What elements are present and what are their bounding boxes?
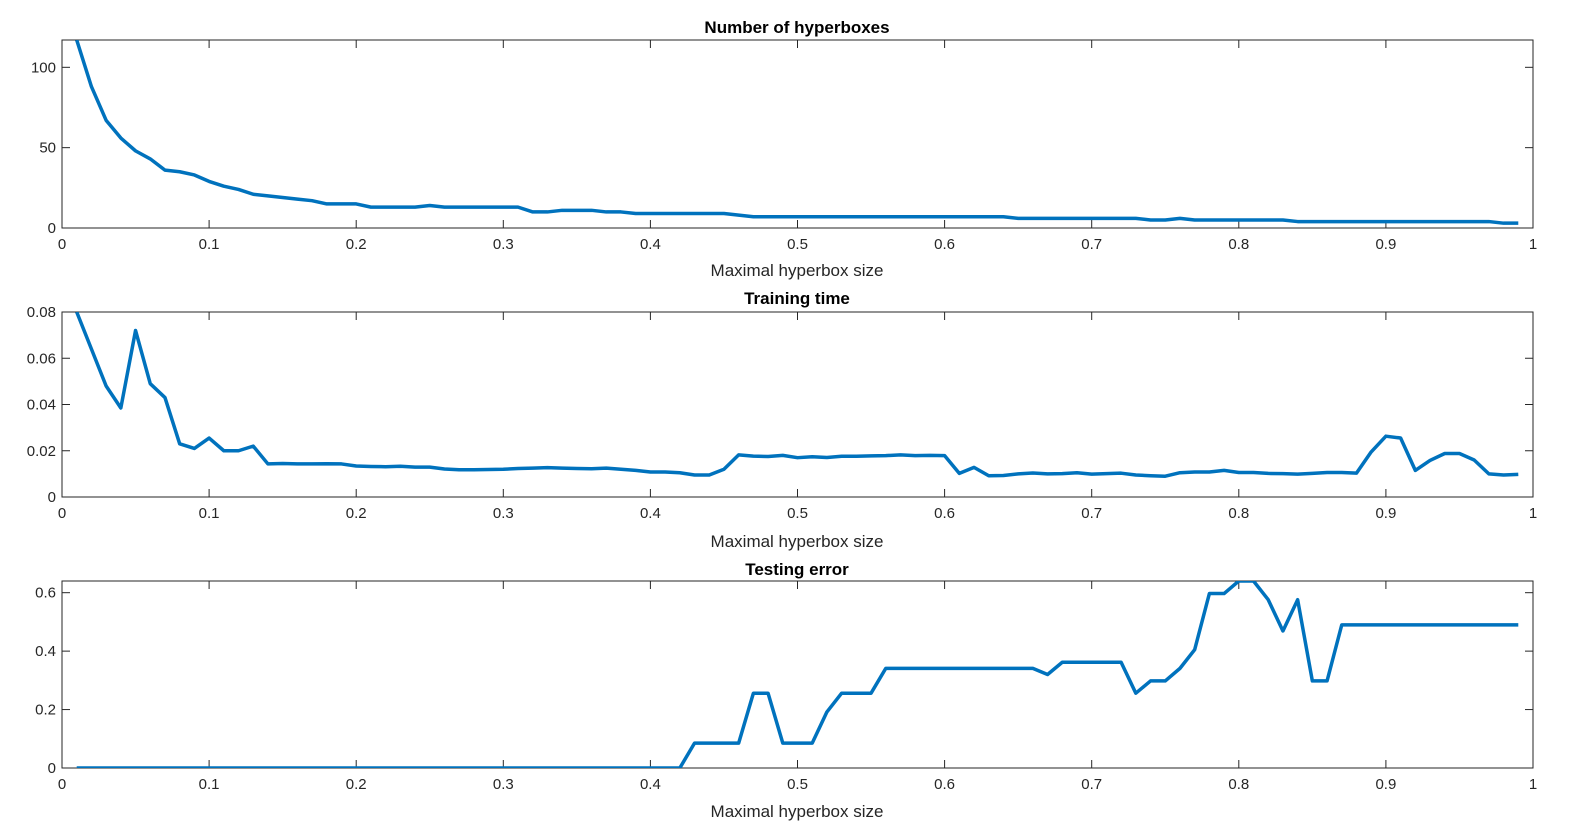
chart-title: Number of hyperboxes — [704, 18, 889, 37]
y-tick-label: 0.08 — [27, 304, 56, 321]
x-tick-label: 0.8 — [1228, 236, 1249, 253]
y-tick-label: 0.06 — [27, 350, 56, 367]
x-tick-label: 1 — [1529, 505, 1537, 522]
x-tick-label: 0 — [58, 236, 66, 253]
subplot-hyperboxes: Number of hyperboxes Maximal hyperbox si… — [31, 18, 1537, 280]
x-tick-label: 0.4 — [640, 505, 661, 522]
series-line — [75, 40, 1519, 225]
subplot-training-time: Training time Maximal hyperbox size 0 0.1… — [27, 289, 1537, 551]
x-tick-label: 0.7 — [1081, 505, 1102, 522]
y-tick-label: 0.04 — [27, 397, 56, 414]
x-tick-label: 0.1 — [199, 776, 220, 793]
x-tick-label: 0.7 — [1081, 776, 1102, 793]
y-tick-label: 0.6 — [35, 585, 56, 602]
x-tick-label: 0.2 — [346, 776, 367, 793]
x-tick-label: 1 — [1529, 236, 1537, 253]
x-tick-label: 0.4 — [640, 776, 661, 793]
chart-title: Testing error — [745, 560, 849, 579]
x-tick-label: 1 — [1529, 776, 1537, 793]
x-tick-label: 0.1 — [199, 505, 220, 522]
x-tick-label: 0.3 — [493, 776, 514, 793]
y-tick-label: 0 — [48, 760, 56, 777]
y-tick-label: 0 — [48, 220, 56, 237]
x-axis-label: Maximal hyperbox size — [711, 532, 884, 551]
x-tick-label: 0.5 — [787, 776, 808, 793]
x-tick-label: 0 — [58, 505, 66, 522]
x-axis-label: Maximal hyperbox size — [711, 261, 884, 280]
x-tick-label: 0.3 — [493, 505, 514, 522]
x-axis-label: Maximal hyperbox size — [711, 802, 884, 821]
y-tick-label: 100 — [31, 59, 56, 76]
x-tick-label: 0.6 — [934, 776, 955, 793]
x-tick-label: 0.8 — [1228, 505, 1249, 522]
series-line — [76, 581, 1519, 768]
x-tick-label: 0.4 — [640, 236, 661, 253]
x-tick-label: 0.1 — [199, 236, 220, 253]
subplot-testing-error: Testing error Maximal hyperbox size 0 0.1… — [35, 560, 1537, 821]
x-tick-label: 0.9 — [1375, 505, 1396, 522]
x-tick-label: 0.2 — [346, 505, 367, 522]
series-line — [75, 312, 1519, 478]
x-tick-label: 0.2 — [346, 236, 367, 253]
x-tick-label: 0 — [58, 776, 66, 793]
y-tick-label: 0 — [48, 489, 56, 506]
x-tick-label: 0.5 — [787, 505, 808, 522]
y-tick-label: 50 — [39, 140, 56, 157]
y-tick-label: 0.2 — [35, 702, 56, 719]
x-tick-label: 0.7 — [1081, 236, 1102, 253]
x-tick-label: 0.5 — [787, 236, 808, 253]
x-tick-label: 0.3 — [493, 236, 514, 253]
x-tick-label: 0.6 — [934, 505, 955, 522]
x-tick-label: 0.6 — [934, 236, 955, 253]
y-tick-label: 0.4 — [35, 643, 56, 660]
x-tick-label: 0.9 — [1375, 776, 1396, 793]
chart-title: Training time — [744, 289, 850, 308]
x-tick-label: 0.9 — [1375, 236, 1396, 253]
y-tick-label: 0.02 — [27, 443, 56, 460]
x-tick-label: 0.8 — [1228, 776, 1249, 793]
